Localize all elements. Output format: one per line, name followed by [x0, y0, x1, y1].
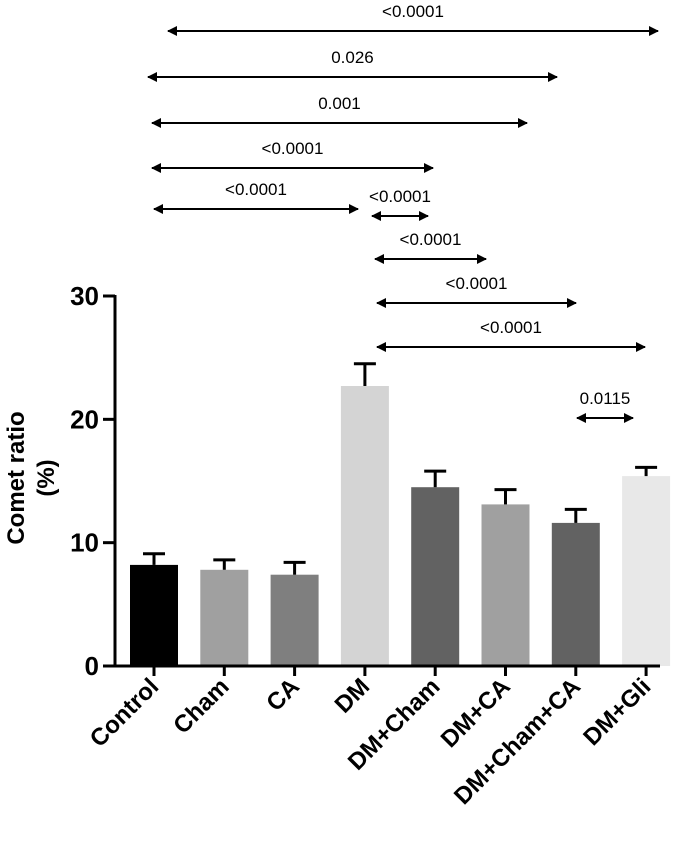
y-axis-title-line2: (%) — [33, 459, 60, 496]
comparison-label-8: <0.0001 — [446, 274, 508, 293]
x-tick-label-control: Control — [85, 673, 164, 752]
bar-cham — [200, 569, 249, 666]
comparison-label-1: <0.0001 — [382, 2, 444, 21]
bar-ca — [270, 574, 319, 666]
y-tick-label-20: 20 — [70, 404, 99, 434]
bar-dm-cham — [411, 487, 460, 666]
comparison-label-9: <0.0001 — [480, 318, 542, 337]
x-tick-label-ca: CA — [261, 673, 305, 717]
y-tick-label-10: 10 — [70, 528, 99, 558]
comparison-label-5: <0.0001 — [225, 180, 287, 199]
comparison-label-2: 0.026 — [331, 48, 374, 67]
x-tick-label-dm: DM — [330, 673, 375, 718]
comparison-label-6: <0.0001 — [369, 187, 431, 206]
y-axis-title: Comet ratio (%) — [3, 411, 60, 544]
comparison-label-7: <0.0001 — [400, 230, 462, 249]
comparison-label-4: <0.0001 — [262, 139, 324, 158]
x-tick-label-cham: Cham — [168, 673, 234, 739]
y-axis-title-line1: Comet ratio — [3, 411, 30, 544]
x-tick-label-dm-gli: DM+Gli — [578, 673, 656, 751]
bar-control — [130, 564, 178, 666]
x-tick-label-dm-cham-ca: DM+Cham+CA — [449, 673, 586, 810]
bar-dm-gli — [622, 476, 671, 666]
bar-dm-cham-ca — [551, 522, 600, 666]
bar-dm-ca — [481, 504, 530, 666]
comparison-label-3: 0.001 — [318, 94, 361, 113]
bar-dm — [340, 386, 389, 666]
comparison-label-10: 0.0115 — [580, 389, 631, 408]
y-tick-label-0: 0 — [85, 651, 99, 681]
y-tick-label-30: 30 — [70, 281, 99, 311]
